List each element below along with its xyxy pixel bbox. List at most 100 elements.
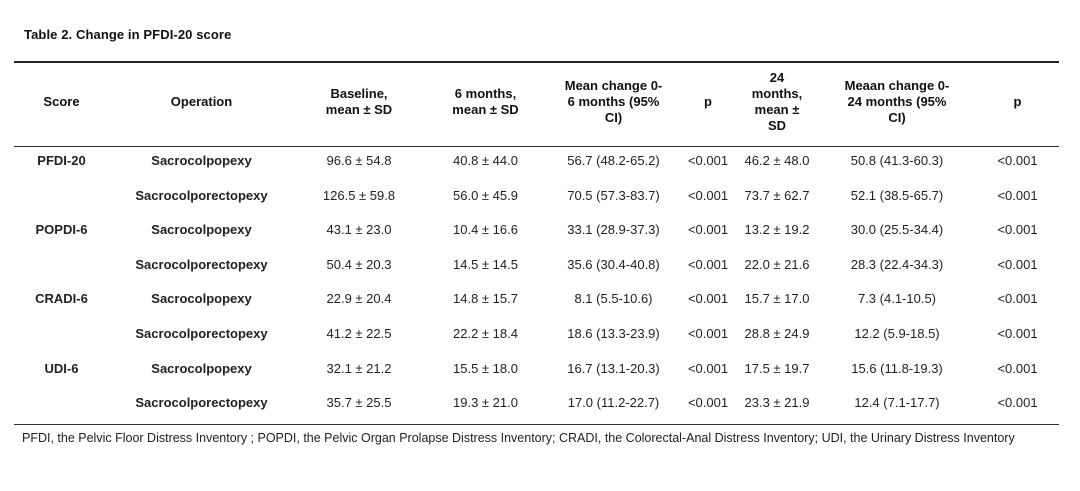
row-p-24: <0.001 (997, 222, 1038, 238)
table-row: Sacrocolporectopexy 50.4 ± 20.3 14.5 ± 14.… (14, 248, 1059, 282)
row-24-months: 28.8 ± 24.9 (744, 326, 810, 341)
row-mean-change-6: 35.6 (30.4-40.8) (567, 256, 660, 272)
row-baseline: 96.6 ± 54.8 (326, 153, 392, 168)
row-mean-change-6: 8.1 (5.5-10.6) (574, 291, 653, 307)
header-6-months-line1: 6 months, (454, 86, 517, 101)
row-mean-change-24: 7.3 (4.1-10.5) (857, 291, 937, 307)
header-24-months-line2: months, (751, 86, 803, 101)
header-mean-change-24-line2: 24 months (95% (847, 94, 947, 109)
row-24-months: 22.0 ± 21.6 (744, 256, 810, 272)
row-p-6: <0.001 (687, 187, 729, 203)
row-24-months: 46.2 ± 48.0 (744, 153, 810, 168)
row-mean-change-24: 28.3 (22.4-34.3) (850, 256, 944, 272)
row-p-6: <0.001 (687, 153, 729, 168)
row-mean-change-6: 33.1 (28.9-37.3) (567, 222, 660, 238)
row-mean-change-6: 70.5 (57.3-83.7) (567, 187, 660, 203)
table-caption: Table 2. Change in PFDI-20 score (24, 27, 232, 42)
row-p-6: <0.001 (687, 360, 729, 376)
row-mean-change-24: 12.2 (5.9-18.5) (854, 326, 940, 341)
row-24-months: 17.5 ± 19.7 (744, 360, 810, 376)
header-p-6: p (704, 94, 712, 109)
row-operation: Sacrocolpopexy (151, 360, 252, 376)
row-p-6: <0.001 (687, 326, 729, 341)
row-baseline: 32.1 ± 21.2 (326, 360, 392, 376)
row-score: POPDI-6 (35, 222, 88, 238)
table-top-rule (14, 61, 1059, 63)
header-6-months-line2: mean ± SD (452, 102, 519, 117)
row-6-months: 22.2 ± 18.4 (453, 326, 518, 341)
row-operation: Sacrocolpopexy (151, 222, 252, 238)
row-mean-change-24: 15.6 (11.8-19.3) (851, 360, 943, 376)
table-row: CRADI-6 Sacrocolpopexy 22.9 ± 20.4 14.8 ± 1… (14, 282, 1059, 316)
table-row: PFDI-20 Sacrocolpopexy 96.6 ± 54.8 40.8 ± 4… (14, 144, 1059, 178)
row-p-24: <0.001 (997, 291, 1038, 307)
row-baseline: 22.9 ± 20.4 (326, 291, 392, 307)
row-baseline: 50.4 ± 20.3 (326, 256, 392, 272)
row-score: UDI-6 (44, 360, 79, 376)
row-mean-change-24: 50.8 (41.3-60.3) (850, 153, 944, 168)
row-6-months: 10.4 ± 16.6 (453, 222, 518, 238)
header-6-months: 6 months, mean ± SD (424, 86, 547, 118)
row-24-months: 73.7 ± 62.7 (744, 187, 810, 203)
header-baseline-line2: mean ± SD (325, 102, 393, 117)
row-operation: Sacrocolporectopexy (135, 395, 268, 411)
row-operation: Sacrocolporectopexy (135, 187, 268, 203)
header-24-months-line4: SD (767, 118, 787, 133)
row-mean-change-6: 18.6 (13.3-23.9) (567, 326, 660, 341)
row-baseline: 41.2 ± 22.5 (326, 326, 392, 341)
row-p-24: <0.001 (997, 326, 1038, 341)
row-p-24: <0.001 (997, 395, 1038, 411)
header-mean-change-24-line1: Meaan change 0- (844, 78, 950, 93)
header-24-months-line1: 24 (769, 70, 785, 85)
row-baseline: 35.7 ± 25.5 (326, 395, 392, 411)
table-row: Sacrocolporectopexy 41.2 ± 22.5 22.2 ± 18.… (14, 317, 1059, 351)
row-mean-change-24: 52.1 (38.5-65.7) (850, 187, 944, 203)
table-row: POPDI-6 Sacrocolpopexy 43.1 ± 23.0 10.4 ± 1… (14, 213, 1059, 247)
row-baseline: 43.1 ± 23.0 (326, 222, 392, 238)
row-p-6: <0.001 (687, 291, 729, 307)
header-operation: Operation (170, 94, 233, 109)
row-operation: Sacrocolpopexy (151, 291, 252, 307)
row-6-months: 15.5 ± 18.0 (453, 360, 518, 376)
header-mean-change-24: Meaan change 0- 24 months (95% CI) (818, 78, 976, 126)
table-footnote: PFDI, the Pelvic Floor Distress Inventor… (22, 431, 1015, 445)
header-baseline: Baseline, mean ± SD (294, 86, 424, 118)
row-p-24: <0.001 (997, 187, 1038, 203)
row-6-months: 40.8 ± 44.0 (453, 153, 518, 168)
table-header-rule (14, 146, 1059, 147)
table-bottom-rule (14, 424, 1059, 425)
row-mean-change-24: 30.0 (25.5-34.4) (850, 222, 944, 238)
row-24-months: 23.3 ± 21.9 (744, 395, 810, 411)
header-baseline-line1: Baseline, (330, 86, 388, 101)
header-mean-change-6-line3: CI) (604, 110, 623, 125)
row-6-months: 19.3 ± 21.0 (453, 395, 518, 411)
header-24-months-line3: mean ± (754, 102, 800, 117)
row-operation: Sacrocolporectopexy (135, 256, 268, 272)
row-mean-change-24: 12.4 (7.1-17.7) (854, 395, 940, 411)
row-mean-change-6: 56.7 (48.2-65.2) (567, 153, 660, 168)
row-score: CRADI-6 (35, 291, 88, 307)
row-operation: Sacrocolpopexy (151, 153, 252, 168)
row-6-months: 14.8 ± 15.7 (453, 291, 518, 307)
table-row: Sacrocolporectopexy 126.5 ± 59.8 56.0 ± 45… (14, 179, 1059, 213)
header-mean-change-6: Mean change 0- 6 months (95% CI) (547, 78, 680, 126)
row-6-months: 56.0 ± 45.9 (453, 187, 518, 203)
table-row: UDI-6 Sacrocolpopexy 32.1 ± 21.2 15.5 ± 18.… (14, 352, 1059, 386)
row-p-24: <0.001 (997, 153, 1038, 168)
row-score: PFDI-20 (37, 153, 86, 168)
row-p-6: <0.001 (687, 395, 729, 411)
header-p-24: p (1013, 94, 1022, 109)
header-24-months: 24 months, mean ± SD (736, 70, 818, 134)
row-mean-change-6: 16.7 (13.1-20.3) (567, 360, 660, 376)
row-p-24: <0.001 (997, 360, 1038, 376)
row-24-months: 13.2 ± 19.2 (744, 222, 810, 238)
row-operation: Sacrocolporectopexy (135, 326, 268, 341)
row-baseline: 126.5 ± 59.8 (322, 187, 396, 203)
header-mean-change-24-line3: CI) (888, 110, 906, 125)
header-mean-change-6-line1: Mean change 0- (564, 78, 663, 93)
row-mean-change-6: 17.0 (11.2-22.7) (567, 395, 660, 411)
table-header-row: Score Operation Baseline, mean ± SD 6 mo… (14, 64, 1059, 140)
header-score: Score (43, 94, 80, 109)
row-p-24: <0.001 (997, 256, 1038, 272)
row-6-months: 14.5 ± 14.5 (453, 256, 518, 272)
